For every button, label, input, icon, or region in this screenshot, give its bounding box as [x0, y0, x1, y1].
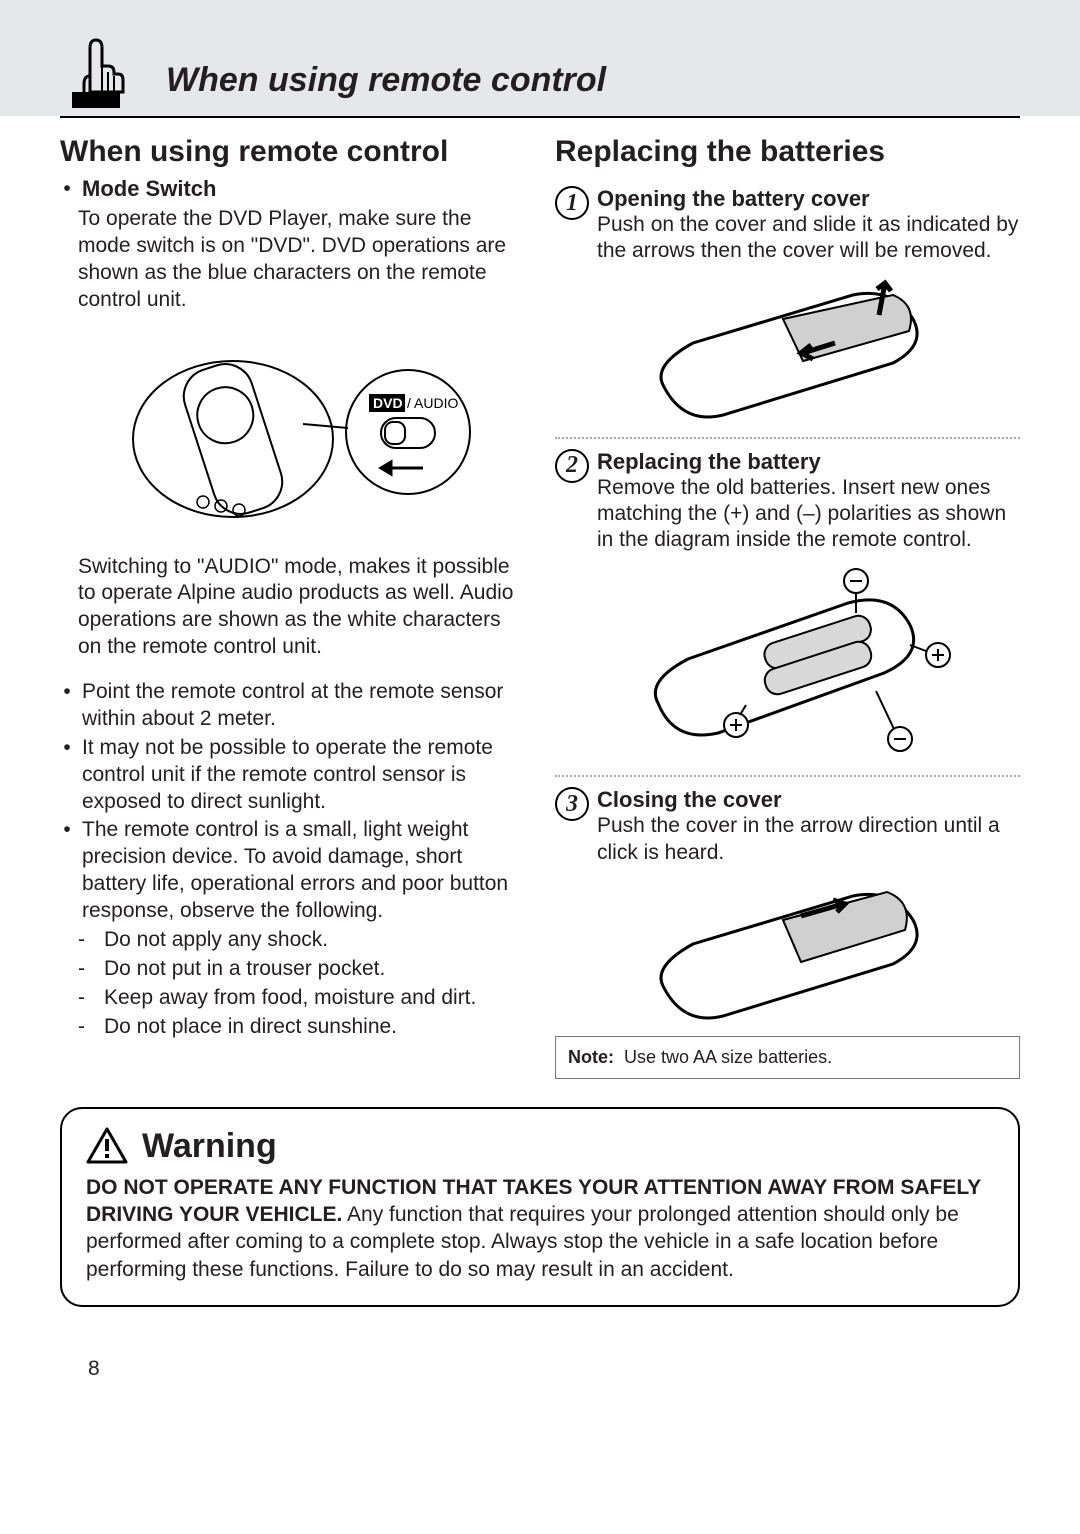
bullet-icon: •: [60, 735, 74, 816]
warning-box: Warning DO NOT OPERATE ANY FUNCTION THAT…: [60, 1107, 1020, 1307]
right-column: Replacing the batteries 1 Opening the ba…: [555, 134, 1020, 1079]
step-1-text: Push on the cover and slide it as indica…: [597, 212, 1020, 265]
step-1-title: Opening the battery cover: [597, 186, 1020, 212]
step-3-title: Closing the cover: [597, 787, 1020, 813]
dash-icon: -: [78, 1014, 96, 1041]
subtip-4: Do not place in direct sunshine.: [104, 1014, 397, 1041]
dotted-separator: [555, 437, 1020, 439]
note-label: Note:: [568, 1047, 614, 1067]
mode-switch-text-2: Switching to "AUDIO" mode, makes it poss…: [60, 554, 525, 662]
callout-audio-label: / AUDIO: [407, 395, 458, 411]
dash-icon: -: [78, 927, 96, 954]
tip-3: The remote control is a small, light wei…: [82, 817, 525, 925]
step-number-icon: 2: [555, 449, 589, 483]
tip-2: It may not be possible to operate the re…: [82, 735, 525, 816]
bullet-icon: •: [60, 176, 74, 204]
bullet-icon: •: [60, 817, 74, 925]
mode-switch-text-1: To operate the DVD Player, make sure the…: [60, 206, 525, 314]
section-title-left: When using remote control: [60, 134, 525, 170]
page-header: When using remote control: [0, 0, 1080, 116]
callout-dvd-label: DVD: [373, 395, 403, 411]
left-column: When using remote control • Mode Switch …: [60, 134, 525, 1079]
step-2-title: Replacing the battery: [597, 449, 1020, 475]
subtip-1: Do not apply any shock.: [104, 927, 328, 954]
dash-icon: -: [78, 985, 96, 1012]
step-3-text: Push the cover in the arrow direction un…: [597, 813, 1020, 866]
step-2-text: Remove the old batteries. Insert new one…: [597, 475, 1020, 554]
warning-body: DO NOT OPERATE ANY FUNCTION THAT TAKES Y…: [86, 1174, 994, 1283]
figure-replace-battery: [555, 563, 1020, 763]
figure-close-cover: [555, 876, 1020, 1026]
page-number: 8: [0, 1307, 1080, 1381]
tip-1: Point the remote control at the remote s…: [82, 679, 525, 733]
subtip-3: Keep away from food, moisture and dirt.: [104, 985, 476, 1012]
hand-pointer-icon: [60, 30, 136, 110]
warning-title: Warning: [142, 1127, 277, 1166]
warning-triangle-icon: [86, 1127, 128, 1165]
note-text: Use two AA size batteries.: [624, 1047, 832, 1067]
step-3: 3 Closing the cover Push the cover in th…: [555, 787, 1020, 866]
step-number-icon: 3: [555, 787, 589, 821]
mode-switch-heading: Mode Switch: [82, 176, 216, 202]
bullet-icon: •: [60, 679, 74, 733]
page-title: When using remote control: [166, 61, 606, 110]
section-title-right: Replacing the batteries: [555, 134, 1020, 170]
figure-remote-hand: DVD / AUDIO: [60, 324, 525, 544]
subtip-2: Do not put in a trouser pocket.: [104, 956, 385, 983]
dash-icon: -: [78, 956, 96, 983]
note-box: Note: Use two AA size batteries.: [555, 1036, 1020, 1079]
figure-open-cover: [555, 275, 1020, 425]
step-2: 2 Replacing the battery Remove the old b…: [555, 449, 1020, 554]
step-number-icon: 1: [555, 186, 589, 220]
dotted-separator: [555, 775, 1020, 777]
step-1: 1 Opening the battery cover Push on the …: [555, 186, 1020, 265]
